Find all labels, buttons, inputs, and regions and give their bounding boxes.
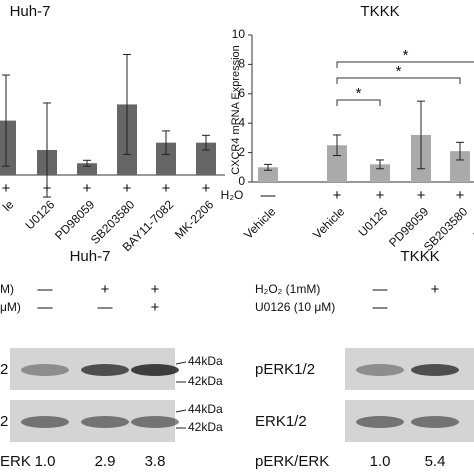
bar	[258, 167, 278, 182]
blot-band	[356, 364, 404, 376]
size-tick	[175, 409, 187, 413]
y-tick-label: 2	[238, 145, 245, 159]
size-label: 44kDa	[188, 402, 223, 416]
treatment-sign: +	[202, 180, 211, 197]
treatment-sign: +	[162, 180, 171, 197]
x-tick-label: Vehicle	[241, 204, 278, 241]
y-tick-label: 8	[238, 57, 245, 71]
chart-title: TKKK	[360, 3, 399, 20]
bar	[0, 120, 16, 175]
blot-band	[81, 364, 129, 376]
x-tick-label: BAY11-	[470, 204, 474, 242]
treatment-sign: +	[123, 180, 132, 197]
treatment-sign: —	[373, 299, 388, 316]
significance-bracket	[336, 99, 381, 106]
significance-star: *	[356, 85, 362, 102]
y-tick-label: 0	[238, 174, 245, 188]
ratio-value: 1.0	[370, 453, 391, 470]
row-label: U0126 (10 μM)	[255, 300, 335, 314]
band-label: 2	[0, 413, 8, 430]
treatment-sign: +	[431, 281, 440, 298]
y-axis-label: CXCR4 mRNA Expression	[230, 45, 242, 175]
treatment-sign: —	[38, 299, 53, 316]
treatment-sign: +	[43, 180, 52, 197]
row-label: M)	[0, 282, 14, 296]
band-label: pERK1/2	[255, 361, 315, 378]
treatment-sign: +	[151, 281, 160, 298]
y-tick-label: 4	[238, 115, 245, 129]
significance-star: *	[403, 47, 409, 64]
treatment-sign: +	[83, 180, 92, 197]
treatment-sign: +	[417, 187, 426, 204]
blot-band	[81, 416, 129, 428]
ratio-label: ERK	[0, 453, 31, 470]
y-tick-label: 10	[232, 27, 246, 41]
blot-band	[131, 416, 179, 428]
significance-bracket	[336, 61, 474, 68]
bar	[77, 163, 97, 175]
x-tick-label: MK-2206	[172, 197, 217, 242]
row-label: H₂O₂ (1mM)	[255, 282, 320, 296]
treatment-sign: +	[151, 299, 160, 316]
treatment-sign: —	[261, 187, 276, 204]
size-label: 42kDa	[188, 374, 223, 388]
x-tick-label: le	[0, 197, 17, 214]
ratio-value: 1.0	[35, 453, 56, 470]
ratio-value: 5.4	[425, 453, 446, 470]
blot-band	[131, 364, 179, 376]
treatment-sign: —	[373, 281, 388, 298]
bar	[370, 164, 390, 182]
x-tick-label: U0126	[355, 204, 390, 239]
significance-star: *	[396, 63, 402, 80]
band-label: ERK1/2	[255, 413, 307, 430]
blot-band	[21, 364, 69, 376]
treatment-sign: —	[98, 299, 113, 316]
ratio-label: pERK/ERK	[255, 453, 329, 470]
blot-band	[411, 364, 459, 376]
blot-title: TKKK	[400, 248, 439, 265]
ratio-value: 3.8	[145, 453, 166, 470]
bar	[196, 142, 216, 175]
significance-bracket	[336, 77, 461, 84]
row-label: μM)	[0, 300, 21, 314]
x-tick-label: U0126	[22, 197, 57, 232]
blot-band	[411, 416, 459, 428]
size-label: 42kDa	[188, 420, 223, 434]
treatment-sign: +	[456, 187, 465, 204]
size-tick	[175, 361, 187, 365]
band-label: 2	[0, 361, 8, 378]
treatment-sign: +	[376, 187, 385, 204]
treatment-label: H₂O	[221, 188, 244, 202]
treatment-sign: +	[101, 281, 110, 298]
x-tick-label: Vehicle	[310, 204, 347, 241]
chart-title: Huh-7	[10, 3, 51, 20]
blot-title: Huh-7	[70, 248, 111, 265]
ratio-value: 2.9	[95, 453, 116, 470]
blot-band	[356, 416, 404, 428]
blot-band	[21, 416, 69, 428]
size-label: 44kDa	[188, 354, 223, 368]
treatment-sign: +	[2, 180, 11, 197]
bar	[327, 145, 347, 182]
y-tick-label: 6	[238, 86, 245, 100]
treatment-sign: +	[333, 187, 342, 204]
bar	[156, 142, 176, 175]
treatment-sign: —	[38, 281, 53, 298]
bar	[450, 151, 470, 182]
